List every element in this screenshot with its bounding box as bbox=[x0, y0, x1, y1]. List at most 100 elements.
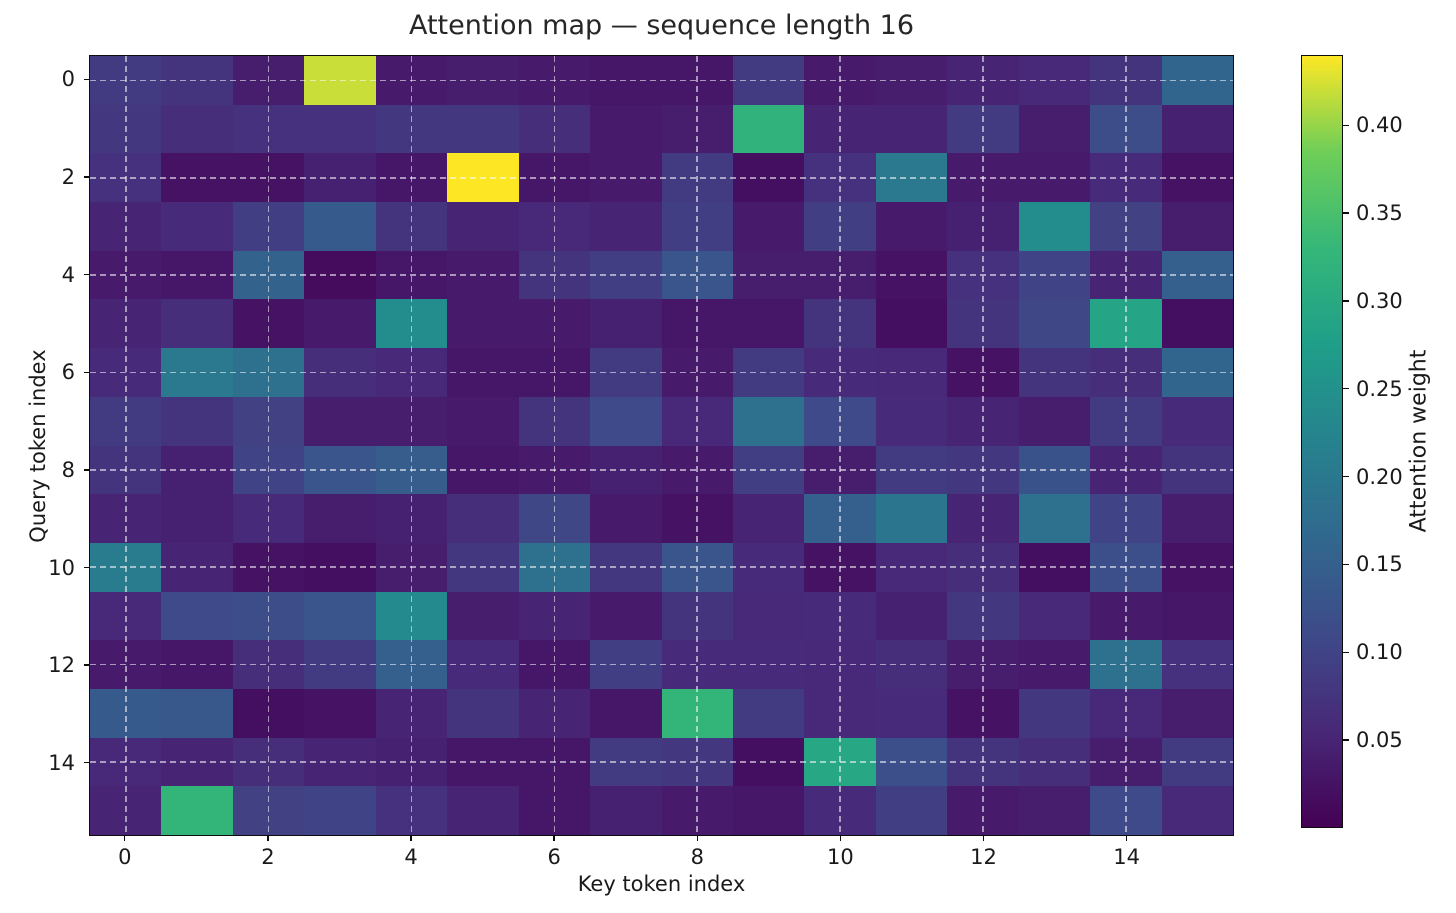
heatmap-cell bbox=[1018, 786, 1091, 835]
colorbar-tick-label: 0.30 bbox=[1356, 288, 1403, 313]
heatmap-cell bbox=[90, 153, 162, 203]
heatmap-cell bbox=[732, 202, 805, 251]
heatmap-cell bbox=[161, 299, 233, 349]
heatmap-cell bbox=[447, 56, 519, 105]
heatmap-cell bbox=[90, 202, 162, 251]
colorbar-tick-label: 0.05 bbox=[1356, 728, 1403, 753]
heatmap-cell bbox=[518, 688, 591, 738]
heatmap-cell bbox=[661, 202, 733, 251]
y-tick-label: 12 bbox=[48, 653, 75, 678]
heatmap-cell bbox=[804, 640, 876, 689]
heatmap-cell bbox=[732, 396, 805, 446]
heatmap-cell bbox=[804, 299, 876, 349]
colorbar-tick-mark bbox=[1343, 300, 1349, 302]
heatmap-cell bbox=[1161, 445, 1233, 495]
heatmap-cell bbox=[447, 445, 519, 495]
heatmap-cell bbox=[732, 348, 805, 397]
heatmap-cell bbox=[590, 640, 662, 689]
heatmap-cell bbox=[590, 396, 662, 446]
x-tick-mark bbox=[267, 836, 269, 841]
heatmap-cell bbox=[447, 299, 519, 349]
heatmap-cell bbox=[1018, 591, 1091, 641]
heatmap-cell bbox=[161, 494, 233, 543]
heatmap-cell bbox=[90, 494, 162, 543]
heatmap-cell bbox=[875, 250, 948, 300]
heatmap-cell bbox=[804, 396, 876, 446]
heatmap-cell bbox=[947, 396, 1019, 446]
heatmap-cell bbox=[518, 591, 591, 641]
colorbar-tick-mark bbox=[1343, 563, 1349, 566]
chart-title: Attention map — sequence length 16 bbox=[408, 10, 915, 41]
heatmap-cell bbox=[1090, 250, 1162, 300]
heatmap-cell bbox=[375, 494, 448, 543]
heatmap-cell bbox=[1161, 737, 1233, 787]
heatmap-cell bbox=[732, 640, 805, 689]
heatmap-cell bbox=[947, 737, 1019, 787]
heatmap-cell bbox=[732, 494, 805, 543]
heatmap-cell bbox=[232, 104, 305, 154]
heatmap-cell bbox=[875, 348, 948, 397]
y-tick-mark bbox=[84, 762, 89, 764]
heatmap-cell bbox=[804, 494, 876, 543]
heatmap-cell bbox=[447, 786, 519, 835]
heatmap-cell bbox=[875, 737, 948, 787]
y-axis-ticks: 0 2 4 6 8 10 12 14 bbox=[0, 55, 89, 836]
heatmap-cell bbox=[518, 786, 591, 835]
heatmap-cell bbox=[661, 396, 733, 446]
heatmap-cell bbox=[875, 786, 948, 835]
heatmap-cell bbox=[1161, 786, 1233, 835]
heatmap-cell bbox=[1018, 202, 1091, 251]
heatmap-cell bbox=[518, 250, 591, 300]
heatmap-cell bbox=[447, 348, 519, 397]
heatmap-cell bbox=[590, 202, 662, 251]
heatmap-cell bbox=[518, 104, 591, 154]
heatmap-cell bbox=[732, 153, 805, 203]
heatmap-cell bbox=[1090, 104, 1162, 154]
x-tick-mark bbox=[696, 836, 698, 841]
heatmap-cell bbox=[304, 542, 376, 592]
heatmap-cell bbox=[947, 153, 1019, 203]
heatmap-cell bbox=[304, 640, 376, 689]
heatmap-cell bbox=[1090, 688, 1162, 738]
heatmap-cell bbox=[1018, 737, 1091, 787]
colorbar-tick-label: 0.15 bbox=[1356, 552, 1403, 577]
heatmap-cell bbox=[1018, 153, 1091, 203]
heatmap-cell bbox=[161, 56, 233, 105]
heatmap-cell bbox=[875, 688, 948, 738]
heatmap-cell bbox=[732, 737, 805, 787]
heatmap-cell bbox=[1090, 542, 1162, 592]
heatmap-cell bbox=[590, 299, 662, 349]
heatmap-cell bbox=[661, 250, 733, 300]
heatmap-cell bbox=[375, 737, 448, 787]
heatmap-cell bbox=[875, 299, 948, 349]
heatmap-cell bbox=[947, 640, 1019, 689]
colorbar-tick-mark bbox=[1343, 388, 1349, 390]
heatmap-cell bbox=[375, 250, 448, 300]
heatmap-cell bbox=[1090, 202, 1162, 251]
heatmap-cell bbox=[875, 494, 948, 543]
heatmap-cell bbox=[732, 56, 805, 105]
heatmap-cell bbox=[590, 688, 662, 738]
heatmap-cell bbox=[947, 542, 1019, 592]
heatmap-cell bbox=[590, 250, 662, 300]
heatmap-cell bbox=[375, 202, 448, 251]
heatmap-cell bbox=[1090, 153, 1162, 203]
heatmap-cell bbox=[947, 299, 1019, 349]
heatmap-cell bbox=[304, 56, 376, 105]
heatmap-cell bbox=[1090, 396, 1162, 446]
x-axis-label: Key token index bbox=[577, 872, 746, 896]
heatmap-cell bbox=[1161, 348, 1233, 397]
heatmap-cell bbox=[304, 396, 376, 446]
heatmap-cell bbox=[732, 299, 805, 349]
heatmap-cell bbox=[304, 688, 376, 738]
heatmap-cell bbox=[232, 348, 305, 397]
heatmap-cell bbox=[375, 153, 448, 203]
heatmap-cell bbox=[661, 153, 733, 203]
heatmap-cell bbox=[1161, 640, 1233, 689]
heatmap-cell bbox=[804, 445, 876, 495]
heatmap-cell bbox=[375, 56, 448, 105]
heatmap-cell bbox=[518, 445, 591, 495]
heatmap-cell bbox=[1161, 591, 1233, 641]
heatmap-cell bbox=[304, 250, 376, 300]
heatmap-plot-area bbox=[89, 55, 1234, 836]
